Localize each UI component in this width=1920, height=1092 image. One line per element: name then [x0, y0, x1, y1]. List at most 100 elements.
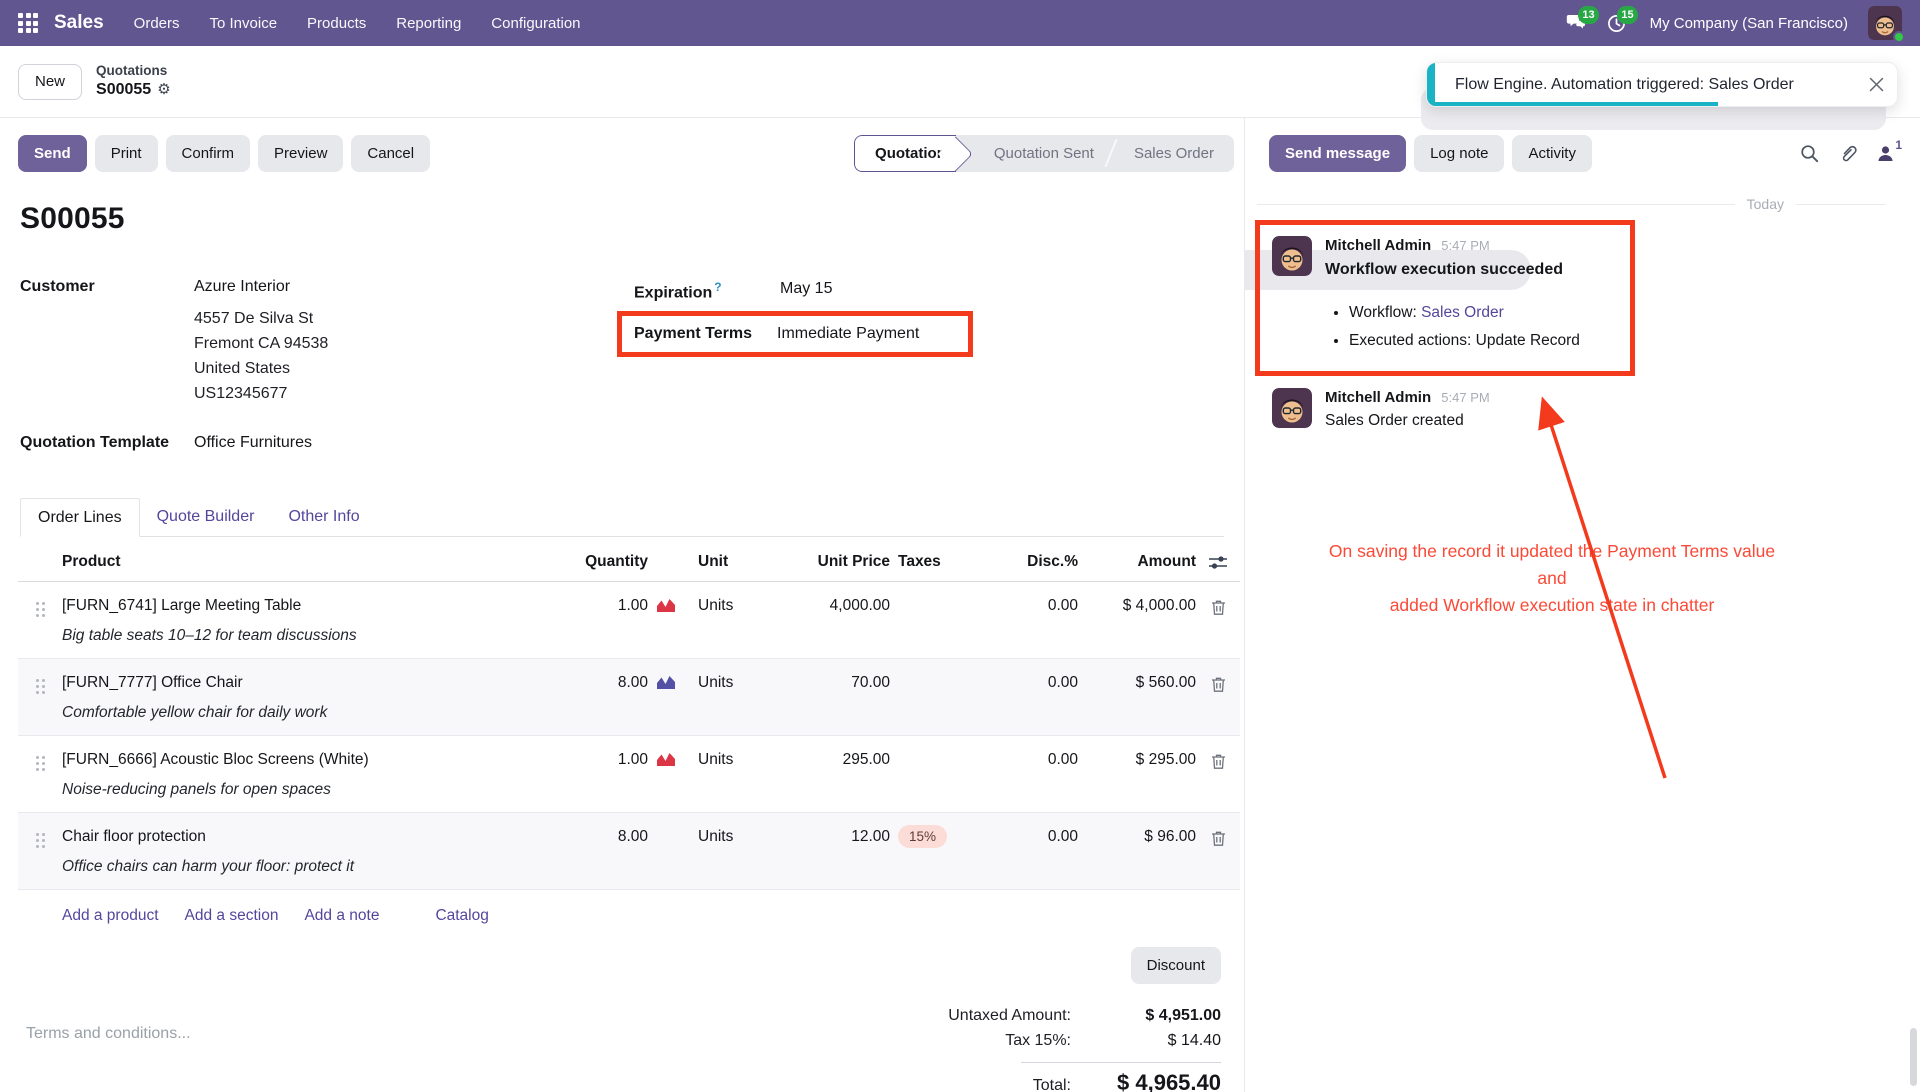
- table-row[interactable]: Chair floor protection 8.00 Units 12.00 …: [18, 813, 1240, 890]
- activities-clock-icon[interactable]: 15: [1607, 5, 1638, 33]
- address-line: 4557 De Silva St: [194, 310, 314, 327]
- add-a-note-link[interactable]: Add a note: [304, 907, 380, 924]
- message-author[interactable]: Mitchell Admin: [1325, 237, 1432, 254]
- help-icon[interactable]: ?: [714, 280, 722, 294]
- expiration-field[interactable]: May 15: [780, 280, 833, 297]
- forecast-chart-icon[interactable]: [657, 752, 675, 766]
- forecast-chart-icon[interactable]: [657, 675, 675, 689]
- new-button[interactable]: New: [18, 63, 83, 100]
- optional-columns-icon[interactable]: [1209, 555, 1227, 570]
- messages-icon[interactable]: 13: [1566, 6, 1599, 32]
- discount-button[interactable]: Discount: [1130, 947, 1221, 984]
- tab-order-lines[interactable]: Order Lines: [20, 498, 140, 537]
- customer-field[interactable]: Azure Interior: [194, 278, 291, 295]
- delete-row-icon[interactable]: [1211, 753, 1226, 770]
- drag-handle-icon[interactable]: [35, 756, 45, 772]
- unit-cell[interactable]: Units: [698, 674, 734, 691]
- breadcrumb: Quotations S00055: [96, 63, 171, 100]
- unit-price-cell[interactable]: 4,000.00: [829, 597, 890, 614]
- product-description: Big table seats 10–12 for team discussio…: [62, 627, 357, 644]
- menu-configuration[interactable]: Configuration: [491, 14, 581, 32]
- unit-cell[interactable]: Units: [698, 751, 734, 768]
- catalog-link[interactable]: Catalog: [435, 907, 489, 924]
- unit-cell[interactable]: Units: [698, 597, 734, 614]
- unit-cell[interactable]: Units: [698, 828, 734, 845]
- menu-to-invoice[interactable]: To Invoice: [209, 14, 278, 32]
- status-step-sales-order[interactable]: Sales Order: [1114, 135, 1234, 172]
- toast-accent-bar: [1427, 63, 1435, 106]
- breadcrumb-quotations[interactable]: Quotations: [96, 63, 168, 79]
- unit-price-cell[interactable]: 295.00: [842, 751, 890, 768]
- company-switcher[interactable]: My Company (San Francisco): [1649, 14, 1848, 32]
- menu-products[interactable]: Products: [307, 14, 367, 32]
- forecast-chart-icon[interactable]: [657, 598, 675, 612]
- discount-cell[interactable]: 0.00: [1047, 828, 1078, 845]
- add-a-section-link[interactable]: Add a section: [184, 907, 279, 924]
- quantity-cell[interactable]: 8.00: [617, 674, 648, 691]
- delete-row-icon[interactable]: [1211, 676, 1226, 693]
- product-description: Office chairs can harm your floor: prote…: [62, 858, 355, 875]
- product-cell[interactable]: Chair floor protection: [62, 828, 206, 845]
- drag-handle-icon[interactable]: [35, 679, 45, 695]
- delete-row-icon[interactable]: [1211, 830, 1226, 847]
- product-cell[interactable]: [FURN_7777] Office Chair: [62, 674, 243, 691]
- activity-button[interactable]: Activity: [1512, 135, 1592, 172]
- avatar[interactable]: [1272, 387, 1312, 428]
- app-name[interactable]: Sales: [54, 12, 104, 33]
- drag-handle-icon[interactable]: [35, 833, 45, 849]
- message-author[interactable]: Mitchell Admin: [1325, 388, 1432, 406]
- add-a-product-link[interactable]: Add a product: [62, 907, 159, 924]
- col-unit-price: Unit Price: [817, 553, 890, 570]
- tax-tag[interactable]: 15%: [898, 825, 948, 848]
- settings-gear-icon[interactable]: [157, 81, 170, 100]
- tax-label: Tax 15%:: [1005, 1032, 1071, 1049]
- amount-cell: $ 96.00: [1144, 828, 1196, 845]
- cancel-button[interactable]: Cancel: [351, 135, 431, 172]
- quantity-cell[interactable]: 1.00: [617, 751, 648, 768]
- quantity-cell[interactable]: 1.00: [617, 597, 648, 614]
- menu-reporting[interactable]: Reporting: [396, 14, 462, 32]
- followers-icon[interactable]: 1: [1877, 138, 1902, 162]
- sales-order-link[interactable]: Sales Order: [1421, 304, 1504, 321]
- discount-cell[interactable]: 0.00: [1047, 674, 1078, 691]
- quotation-template-field[interactable]: Office Furnitures: [194, 434, 312, 451]
- product-cell[interactable]: [FURN_6666] Acoustic Bloc Screens (White…: [62, 751, 369, 768]
- status-step-quotation[interactable]: Quotation: [854, 135, 956, 172]
- menu-orders[interactable]: Orders: [133, 14, 180, 32]
- attachments-paperclip-icon[interactable]: [1839, 144, 1857, 163]
- address-line: US12345677: [194, 385, 288, 402]
- discount-cell[interactable]: 0.00: [1047, 597, 1078, 614]
- quantity-cell[interactable]: 8.00: [617, 828, 648, 845]
- messages-count-badge: 13: [1578, 6, 1599, 24]
- apps-grid-icon[interactable]: [18, 13, 38, 33]
- confirm-button[interactable]: Confirm: [165, 135, 251, 172]
- drag-handle-icon[interactable]: [35, 602, 45, 618]
- unit-price-cell[interactable]: 70.00: [851, 674, 890, 691]
- discount-cell[interactable]: 0.00: [1047, 751, 1078, 768]
- expiration-label: Expiration?: [634, 280, 722, 302]
- tab-other-info[interactable]: Other Info: [288, 508, 360, 525]
- form-action-bar: Send Print Confirm Preview Cancel Quotat…: [0, 118, 1244, 172]
- tax-value: $ 14.40: [1167, 1032, 1221, 1049]
- payment-terms-field[interactable]: Immediate Payment: [777, 325, 920, 343]
- send-message-button[interactable]: Send message: [1269, 135, 1407, 172]
- unit-price-cell[interactable]: 12.00: [851, 828, 890, 845]
- log-note-button[interactable]: Log note: [1414, 135, 1505, 172]
- terms-and-conditions-placeholder[interactable]: Terms and conditions...: [26, 1025, 191, 1042]
- close-icon[interactable]: [1868, 76, 1885, 93]
- table-row[interactable]: [FURN_6666] Acoustic Bloc Screens (White…: [18, 736, 1240, 813]
- search-messages-icon[interactable]: [1800, 144, 1819, 163]
- tab-quote-builder[interactable]: Quote Builder: [156, 508, 255, 525]
- preview-button[interactable]: Preview: [258, 135, 344, 172]
- table-row[interactable]: [FURN_6741] Large Meeting Table 1.00 Uni…: [18, 582, 1240, 659]
- delete-row-icon[interactable]: [1211, 599, 1226, 616]
- product-cell[interactable]: [FURN_6741] Large Meeting Table: [62, 597, 302, 614]
- scrollbar-thumb[interactable]: [1910, 1028, 1917, 1086]
- avatar[interactable]: [1272, 236, 1312, 276]
- status-step-quotation-sent[interactable]: Quotation Sent: [993, 145, 1094, 162]
- print-button[interactable]: Print: [94, 135, 158, 172]
- send-button[interactable]: Send: [18, 135, 87, 172]
- col-amount: Amount: [1137, 553, 1196, 570]
- user-avatar[interactable]: [1868, 6, 1905, 43]
- table-row[interactable]: [FURN_7777] Office Chair 8.00 Units 70.0…: [18, 659, 1240, 736]
